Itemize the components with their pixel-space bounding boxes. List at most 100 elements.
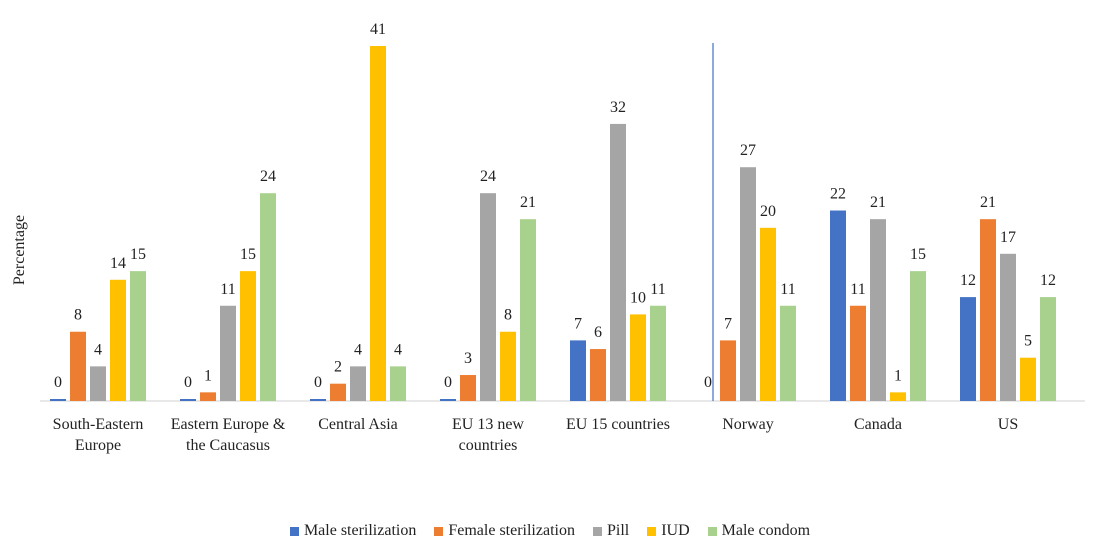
- data-label: 11: [650, 281, 665, 298]
- data-label: 2: [334, 359, 342, 376]
- bar: [760, 227, 776, 401]
- data-label: 4: [94, 341, 102, 358]
- bar: [390, 366, 406, 401]
- bar: [180, 399, 196, 401]
- data-label: 24: [480, 168, 496, 185]
- data-label: 21: [980, 194, 996, 211]
- bar: [130, 271, 146, 401]
- bar: [240, 271, 256, 401]
- bar: [960, 297, 976, 401]
- bar: [590, 349, 606, 401]
- legend-swatch: [647, 526, 657, 536]
- y-axis-label: Percentage: [11, 215, 28, 285]
- data-label: 5: [1024, 333, 1032, 350]
- data-label: 0: [184, 374, 192, 391]
- data-label: 32: [610, 99, 626, 116]
- bar: [740, 167, 756, 401]
- x-tick-label: EU 15 countries: [566, 416, 670, 433]
- bar: [370, 46, 386, 401]
- legend-label: Male condom: [721, 522, 811, 539]
- data-label: 41: [370, 21, 386, 38]
- data-label: 12: [1040, 272, 1056, 289]
- data-label: 8: [74, 307, 82, 324]
- data-label: 17: [1000, 229, 1016, 246]
- bar: [220, 305, 236, 401]
- bar: [260, 193, 276, 401]
- bar: [780, 305, 796, 401]
- bar: [830, 210, 846, 401]
- legend-item: Male sterilization: [289, 522, 417, 540]
- x-tick-label: Eastern Europe & the Caucasus: [170, 416, 286, 454]
- data-label: 0: [54, 374, 62, 391]
- x-tick-label: Norway: [722, 416, 774, 433]
- bar: [480, 193, 496, 401]
- data-label: 0: [444, 374, 452, 391]
- data-label: 15: [130, 246, 146, 263]
- data-label: 21: [520, 194, 536, 211]
- data-label: 0: [704, 374, 712, 391]
- bar: [90, 366, 106, 401]
- data-label: 24: [260, 168, 276, 185]
- bar: [520, 219, 536, 401]
- bar: [650, 305, 666, 401]
- bar: [70, 331, 86, 401]
- data-label: 1: [204, 367, 212, 384]
- x-tick-label: EU 13 new countries: [452, 416, 524, 454]
- legend: Male sterilization Female sterilization Pi…: [0, 522, 1100, 540]
- bar: [500, 331, 516, 401]
- data-label: 21: [870, 194, 886, 211]
- bar: [350, 366, 366, 401]
- bar: [910, 271, 926, 401]
- bar: [720, 340, 736, 401]
- data-label: 15: [910, 246, 926, 263]
- data-label: 10: [630, 289, 646, 306]
- data-label: 8: [504, 307, 512, 324]
- bar: [110, 279, 126, 401]
- bar: [630, 314, 646, 401]
- bar: [1040, 297, 1056, 401]
- data-label: 7: [724, 315, 732, 332]
- legend-swatch: [434, 526, 444, 536]
- x-tick-label: Canada: [854, 416, 902, 433]
- data-label: 20: [760, 203, 776, 220]
- data-label: 15: [240, 246, 256, 263]
- bar: [200, 392, 216, 401]
- bar: [1000, 253, 1016, 401]
- data-label: 0: [314, 374, 322, 391]
- bar: [610, 123, 626, 402]
- legend-label: Female sterilization: [448, 522, 575, 539]
- bar: [890, 392, 906, 401]
- bar: [310, 399, 326, 401]
- legend-label: IUD: [661, 522, 690, 539]
- bar: [440, 399, 456, 401]
- legend-item: Pill: [592, 522, 630, 540]
- legend-item: Female sterilization: [434, 522, 575, 540]
- data-label: 12: [960, 272, 976, 289]
- bar: [980, 219, 996, 401]
- bar: [870, 219, 886, 401]
- data-label: 7: [574, 315, 582, 332]
- bar: [850, 305, 866, 401]
- bar: [460, 375, 476, 401]
- legend-item: Male condom: [707, 522, 811, 540]
- legend-item: IUD: [647, 522, 690, 540]
- bar: [570, 340, 586, 401]
- legend-swatch: [707, 526, 717, 536]
- bar: [50, 399, 66, 401]
- data-label: 11: [220, 281, 235, 298]
- data-label: 4: [354, 341, 362, 358]
- data-label: 11: [850, 281, 865, 298]
- bar: [1020, 357, 1036, 401]
- x-tick-label: Central Asia: [318, 416, 398, 433]
- data-label: 1: [894, 367, 902, 384]
- data-label: 22: [830, 186, 846, 203]
- data-label: 11: [780, 281, 795, 298]
- x-tick-label: South-Eastern Europe: [52, 416, 144, 454]
- data-label: 6: [594, 324, 602, 341]
- legend-label: Male sterilization: [303, 522, 417, 539]
- legend-label: Pill: [606, 522, 630, 539]
- data-label: 3: [464, 350, 472, 367]
- data-label: 27: [740, 142, 756, 159]
